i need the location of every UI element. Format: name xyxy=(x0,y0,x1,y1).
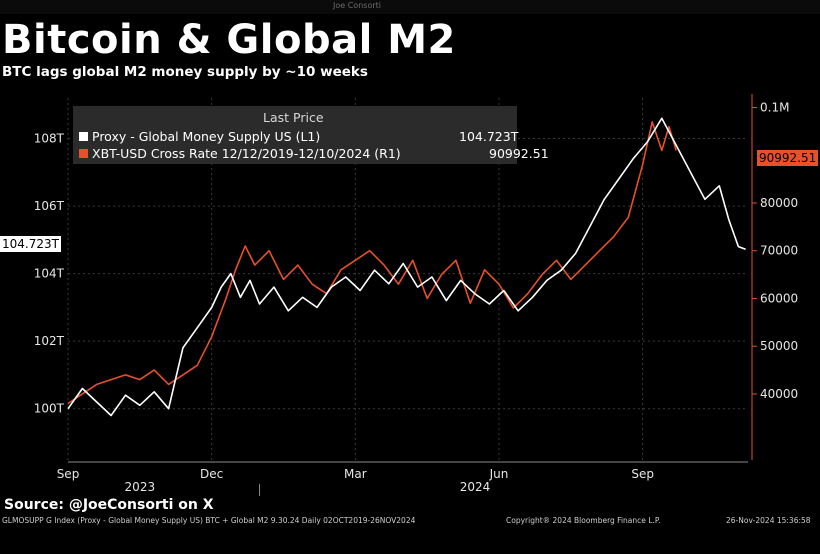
source-credit: Source: @JoeConsorti on X xyxy=(4,497,214,513)
legend-value-btc: 90992.51 xyxy=(489,146,549,161)
footer-timestamp: 26-Nov-2024 15:36:58 xyxy=(726,516,811,525)
year-label: 2024 xyxy=(460,480,491,494)
x-tick-label: Dec xyxy=(200,467,223,481)
legend-entry-btc: XBT-USD Cross Rate 12/12/2019-12/10/2024… xyxy=(79,146,549,161)
right-tick-label: 80000 xyxy=(760,196,798,210)
left-tick-label: 100T xyxy=(34,402,65,416)
right-tick-label: 60000 xyxy=(760,291,798,305)
legend-label-btc: XBT-USD Cross Rate 12/12/2019-12/10/2024… xyxy=(92,146,401,161)
top-strip: Joe Consorti xyxy=(0,0,820,14)
right-tick-label: 40000 xyxy=(760,387,798,401)
axes: 100T 102T 104T 106T 108T 40000 50000 60000 70000… xyxy=(34,94,798,496)
chart-subtitle: BTC lags global M2 money supply by ~10 w… xyxy=(2,64,368,80)
footer-copyright: Copyright® 2024 Bloomberg Finance L.P. xyxy=(506,516,661,525)
last-price-tag-btc: 90992.51 xyxy=(757,150,819,166)
left-tick-label: 102T xyxy=(34,334,65,348)
x-tick-label: Mar xyxy=(344,467,367,481)
x-tick-label: Sep xyxy=(57,467,80,481)
legend-entry-m2: Proxy - Global Money Supply US (L1) 104.… xyxy=(79,129,518,144)
chart-canvas: 100T 102T 104T 106T 108T 40000 50000 60000 70000… xyxy=(34,94,798,496)
legend: Last Price Proxy - Global Money Supply U… xyxy=(73,106,549,164)
right-tick-label: 50000 xyxy=(760,339,798,353)
x-tick-label: Sep xyxy=(631,467,654,481)
legend-value-m2: 104.723T xyxy=(459,129,519,144)
legend-header: Last Price xyxy=(263,110,324,125)
watermark: Joe Consorti xyxy=(333,1,381,10)
series-line-btc xyxy=(67,121,677,405)
year-label: 2023 xyxy=(125,480,156,494)
legend-swatch-m2 xyxy=(79,132,88,141)
x-tick-label: Jun xyxy=(489,467,509,481)
last-price-tag-m2: 104.723T xyxy=(0,236,61,252)
legend-label-m2: Proxy - Global Money Supply US (L1) xyxy=(92,129,321,144)
chart-title: Bitcoin & Global M2 xyxy=(2,17,456,63)
left-tick-label: 104T xyxy=(34,267,65,281)
right-tick-label: 70000 xyxy=(760,244,798,258)
right-tick-label: 0.1M xyxy=(760,101,789,115)
series-layer xyxy=(67,117,746,417)
left-tick-label: 108T xyxy=(34,132,65,146)
footer-index-info: GLMOSUPP G Index (Proxy - Global Money S… xyxy=(2,516,416,525)
left-tick-label: 106T xyxy=(34,199,65,213)
series-line-m2 xyxy=(67,117,746,417)
legend-swatch-btc xyxy=(79,149,88,158)
